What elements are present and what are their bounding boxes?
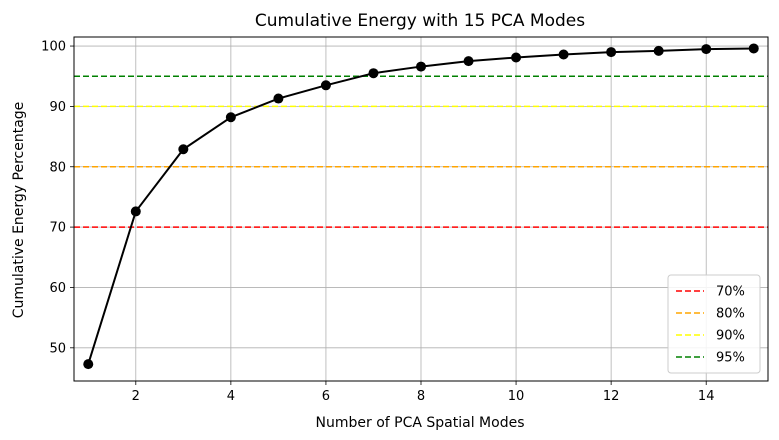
threshold-lines <box>74 75 768 228</box>
y-tick-label: 70 <box>49 221 66 236</box>
chart-title: Cumulative Energy with 15 PCA Modes <box>255 11 585 31</box>
x-tick-label: 14 <box>698 389 715 404</box>
data-point <box>606 47 617 58</box>
data-point <box>511 52 522 63</box>
data-point <box>225 112 236 123</box>
data-point <box>653 45 664 56</box>
data-point <box>416 61 426 72</box>
data-point <box>558 49 569 60</box>
data-point <box>83 359 94 370</box>
x-tick-label: 10 <box>508 389 525 404</box>
grid-layer <box>74 37 768 381</box>
legend-box <box>667 274 761 374</box>
x-tick-label: 8 <box>417 389 425 404</box>
data-point <box>701 44 712 55</box>
data-point <box>273 93 284 104</box>
data-point <box>748 43 759 54</box>
x-tick-label: 4 <box>227 389 235 404</box>
data-point <box>463 56 474 67</box>
series-layer <box>83 43 759 370</box>
y-tick-label: 60 <box>49 281 66 296</box>
legend-label: 80% <box>716 307 745 322</box>
y-tick-label: 50 <box>49 341 66 356</box>
legend-label: 90% <box>716 329 745 344</box>
tick-layer: 2 4 6 8 10 12 14 50 60 70 80 90 100 <box>41 40 714 404</box>
x-tick-label: 12 <box>603 389 620 404</box>
data-point <box>178 144 189 155</box>
x-tick-label: 2 <box>132 389 140 404</box>
data-point <box>320 80 331 91</box>
legend-label: 70% <box>716 285 745 300</box>
legend: 70% 80% 90% 95% <box>667 274 761 374</box>
y-tick-label: 80 <box>49 160 66 175</box>
y-tick-label: 90 <box>49 100 66 115</box>
data-point <box>368 68 379 79</box>
x-axis-label: Number of PCA Spatial Modes <box>316 415 525 431</box>
y-tick-label: 100 <box>41 40 66 55</box>
legend-label: 95% <box>716 351 745 366</box>
x-tick-label: 6 <box>322 389 330 404</box>
data-point <box>130 206 141 217</box>
y-axis-label: Cumulative Energy Percentage <box>11 102 27 319</box>
